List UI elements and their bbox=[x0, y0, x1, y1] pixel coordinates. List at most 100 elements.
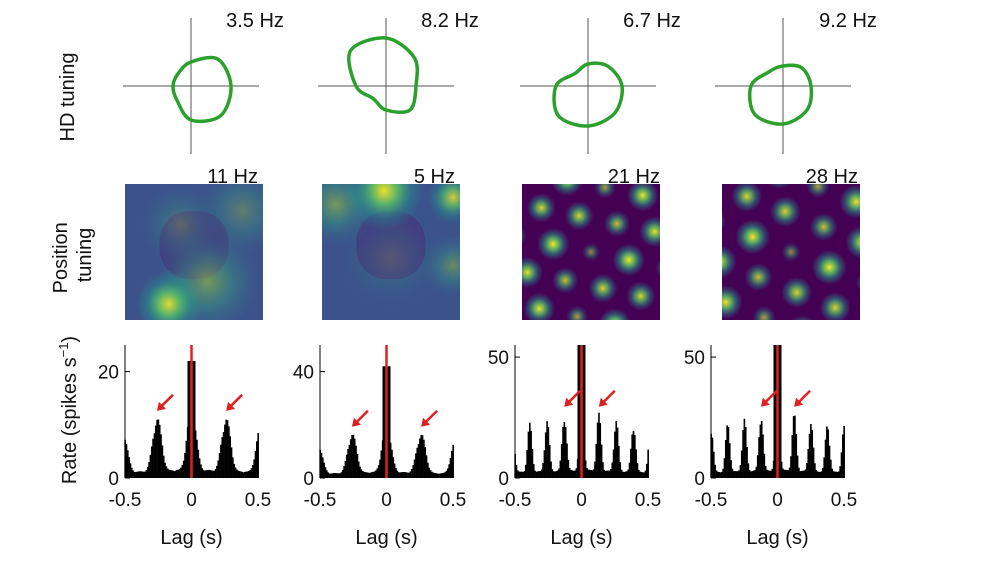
acg-bar bbox=[734, 471, 736, 478]
acg-bar bbox=[232, 457, 234, 478]
acg-bar bbox=[555, 471, 558, 478]
acg-bar bbox=[723, 458, 726, 478]
map-content bbox=[522, 184, 660, 320]
acg-bar bbox=[212, 470, 214, 478]
acg-bar bbox=[780, 461, 783, 478]
acg-bar bbox=[584, 460, 587, 478]
acg-bar bbox=[424, 447, 427, 478]
acg-bar bbox=[540, 469, 543, 478]
acg-bar bbox=[752, 470, 755, 478]
acg-bar bbox=[730, 460, 732, 478]
grid-field bbox=[819, 292, 851, 320]
position-peak-rate-label: 21 Hz bbox=[608, 166, 660, 188]
acg-bar bbox=[727, 426, 730, 478]
acg-bar bbox=[146, 467, 149, 478]
grid-field bbox=[744, 263, 773, 292]
acg-bar bbox=[646, 463, 648, 478]
acg-bar bbox=[150, 446, 153, 478]
acg-bar bbox=[404, 472, 407, 478]
acg-bar bbox=[799, 471, 802, 478]
acg-bar bbox=[811, 429, 814, 478]
acg-bar bbox=[166, 468, 169, 478]
acg-bar bbox=[759, 424, 762, 478]
acg-bar bbox=[439, 473, 441, 478]
acg-bar bbox=[427, 462, 429, 478]
acg-bar bbox=[347, 448, 349, 478]
acg-bar bbox=[205, 470, 208, 478]
acg-bar bbox=[367, 472, 369, 478]
acg-bar bbox=[344, 460, 347, 478]
grid-field bbox=[806, 184, 830, 198]
acg-bar bbox=[587, 469, 590, 478]
acg-bar bbox=[125, 443, 128, 478]
acg-bar bbox=[604, 470, 607, 478]
grid-field bbox=[781, 277, 813, 308]
grid-field bbox=[845, 225, 860, 259]
acg-bar bbox=[768, 470, 771, 478]
acg-bar bbox=[447, 468, 449, 478]
acg-bar bbox=[209, 470, 212, 478]
position-map-1: 11 Hz bbox=[125, 166, 263, 320]
acg-bar bbox=[364, 472, 367, 478]
acg-bar bbox=[738, 470, 740, 478]
acg-bar bbox=[628, 462, 631, 478]
acg-bar bbox=[602, 462, 604, 478]
grid-field bbox=[812, 249, 847, 285]
position-row-label: Position tuning bbox=[50, 217, 96, 294]
acg-bar bbox=[234, 467, 237, 478]
acg-bar bbox=[543, 450, 546, 478]
acg-bar bbox=[618, 445, 620, 478]
acg-bar bbox=[632, 430, 635, 478]
acg-bar bbox=[714, 464, 716, 478]
place-field bbox=[335, 203, 447, 314]
acg-bar bbox=[214, 469, 217, 478]
acg-bar bbox=[229, 436, 232, 478]
y-tick-label: 50 bbox=[488, 348, 509, 369]
position-map-3: 21 Hz bbox=[522, 166, 660, 320]
grid-field bbox=[767, 184, 792, 189]
y-tick-label: 0 bbox=[694, 469, 705, 490]
acg-bar bbox=[389, 442, 392, 478]
acg-bar bbox=[337, 473, 340, 478]
x-tick-label: 0 bbox=[381, 490, 392, 511]
y-tick-label: 0 bbox=[498, 469, 509, 490]
acg-bar bbox=[400, 472, 403, 478]
acg-bar bbox=[804, 469, 807, 478]
grid-field bbox=[722, 184, 723, 185]
acg-bar bbox=[349, 439, 352, 478]
acg-bar bbox=[355, 445, 357, 478]
acg-bar bbox=[726, 425, 728, 478]
acg-bar bbox=[542, 463, 544, 478]
acg-bar bbox=[395, 468, 397, 478]
acg-bar bbox=[623, 471, 626, 478]
acg-bar bbox=[329, 473, 332, 478]
acg-bar bbox=[351, 435, 353, 478]
acg-bar bbox=[518, 471, 520, 478]
acg-bar bbox=[249, 470, 251, 478]
acg-bar bbox=[152, 438, 154, 478]
acg-bar bbox=[523, 470, 526, 478]
acg-bar bbox=[149, 454, 152, 478]
grid-field bbox=[839, 184, 860, 219]
acg-bar bbox=[415, 453, 417, 478]
x-tick-label: -0.5 bbox=[695, 490, 728, 511]
acg-bar bbox=[356, 453, 359, 478]
acg-bar bbox=[575, 468, 578, 478]
acg-bar bbox=[842, 434, 844, 478]
acg-bar bbox=[428, 467, 431, 478]
acg-bar bbox=[391, 449, 393, 478]
grid-field bbox=[522, 227, 527, 245]
acg-bar bbox=[527, 431, 530, 478]
acg-bar bbox=[345, 454, 348, 478]
acg-bar bbox=[332, 473, 335, 478]
acg-bar bbox=[760, 421, 763, 478]
acg-bar bbox=[408, 472, 411, 478]
peak-arrow-head bbox=[421, 417, 431, 427]
acg-bar bbox=[216, 465, 218, 478]
acg-bar bbox=[588, 469, 591, 478]
acg-bar bbox=[526, 449, 528, 478]
acg-bar bbox=[376, 468, 379, 478]
rate-row-label: Rate (spikes s−1) bbox=[56, 336, 81, 484]
